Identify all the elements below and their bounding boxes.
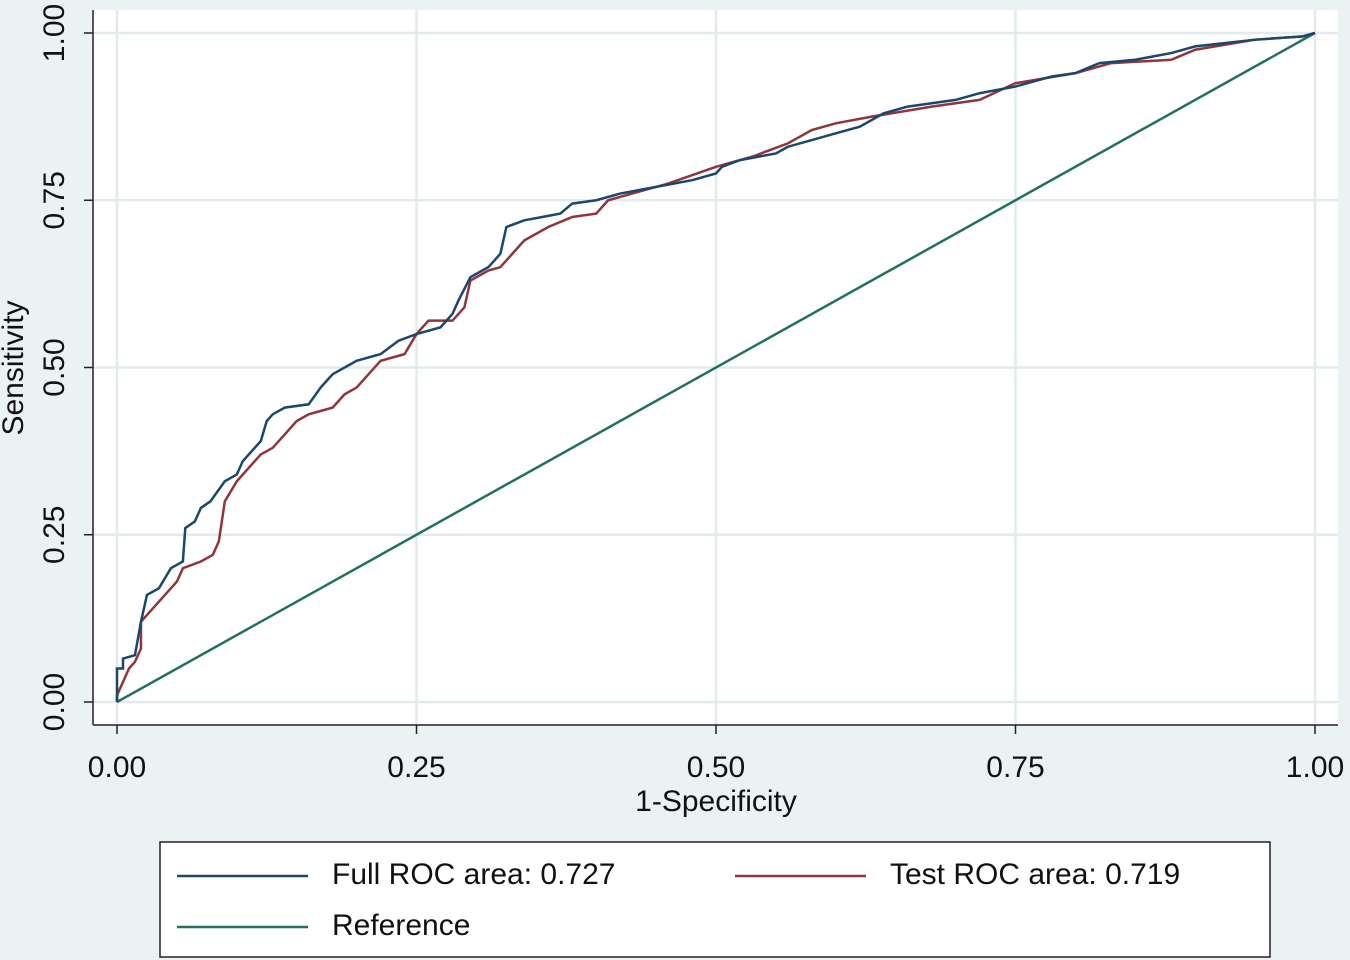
roc-line (115, 31, 1316, 702)
x-tick-label: 0.25 (387, 751, 445, 784)
x-tick-label: 0.00 (88, 751, 146, 784)
x-axis-label: 1-Specificity (635, 785, 797, 818)
legend-label: Full ROC area: 0.727 (332, 858, 615, 891)
legend (159, 841, 1271, 958)
roc-line (116, 31, 1316, 704)
legend-label: Reference (332, 909, 470, 942)
x-tick-label: 0.75 (986, 751, 1044, 784)
y-tick-label: 0.00 (38, 673, 71, 731)
roc-line (115, 31, 1316, 702)
y-axis-label: Sensitivity (0, 300, 30, 435)
y-tick-label: 0.25 (38, 506, 71, 564)
legend-label: Test ROC area: 0.719 (890, 858, 1180, 891)
y-tick-label: 1.00 (38, 4, 71, 62)
y-tick-label: 0.75 (38, 171, 71, 229)
x-tick-label: 0.50 (687, 751, 745, 784)
x-tick-label: 1.00 (1286, 751, 1344, 784)
y-tick-label: 0.50 (38, 338, 71, 396)
